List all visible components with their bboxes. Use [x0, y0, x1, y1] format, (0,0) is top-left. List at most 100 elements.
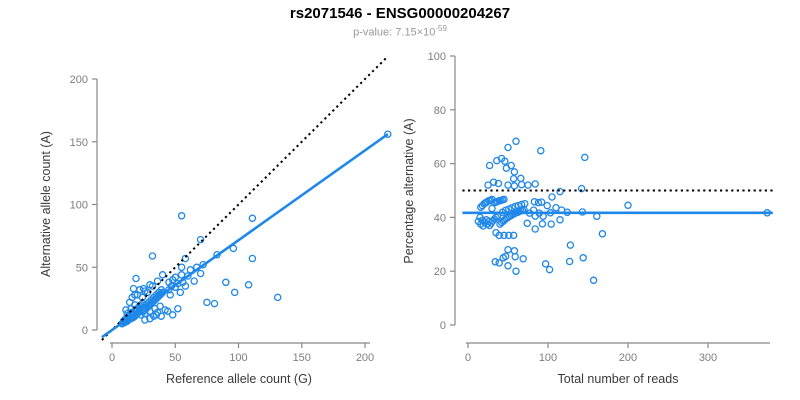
data-point: [502, 164, 511, 172]
data-point: [548, 193, 556, 201]
y-tick-label: 100: [70, 200, 88, 212]
x-tick-label: 300: [699, 352, 717, 364]
data-point: [501, 157, 509, 165]
data-point: [504, 262, 512, 270]
data-point: [174, 279, 182, 288]
data-point: [492, 213, 500, 222]
figure-title: rs2071546 - ENSG00000204267: [289, 5, 511, 22]
y-tick-label: 60: [434, 159, 446, 171]
data-point: [384, 130, 392, 138]
data-point: [166, 291, 174, 299]
data-point: [168, 311, 177, 319]
data-point: [511, 252, 519, 261]
x-tick-label: 200: [356, 352, 374, 364]
x-tick-label: 0: [465, 352, 471, 364]
data-point: [509, 174, 518, 183]
data-point: [146, 314, 154, 323]
data-point: [153, 277, 162, 285]
data-point: [534, 198, 543, 207]
data-point: [196, 235, 205, 244]
data-point: [524, 181, 532, 189]
y-tick-label: 0: [440, 320, 446, 332]
data-point: [133, 291, 142, 299]
data-point: [501, 252, 510, 261]
data-point: [491, 258, 499, 266]
data-point: [510, 247, 519, 255]
data-point: [122, 306, 130, 314]
data-point: [530, 198, 539, 206]
y-tick-label: 100: [428, 51, 446, 63]
data-point: [177, 212, 186, 220]
data-point: [565, 257, 574, 266]
data-point: [131, 291, 139, 299]
data-point: [504, 245, 512, 254]
data-point: [537, 146, 545, 155]
data-point: [161, 306, 169, 314]
data-point: [230, 288, 239, 297]
data-point: [510, 168, 519, 176]
data-point: [146, 281, 154, 289]
data-point: [531, 225, 539, 233]
y-axis-title: Alternative allele count (A): [39, 131, 53, 277]
x-tick-label: 50: [169, 352, 181, 364]
figure-subtitle: p-value: 7.15×10-59: [0, 24, 800, 39]
data-point: [519, 255, 527, 263]
data-point: [123, 309, 131, 318]
data-point: [273, 293, 282, 302]
data-point: [489, 178, 498, 186]
data-point: [505, 231, 513, 240]
data-point: [495, 231, 503, 240]
data-point: [132, 274, 140, 283]
data-point: [156, 302, 164, 310]
data-point: [176, 288, 185, 297]
data-point: [537, 198, 546, 206]
data-point: [210, 299, 219, 308]
data-point: [190, 277, 198, 285]
data-point: [196, 269, 205, 278]
data-point: [484, 181, 492, 189]
data-point: [248, 214, 257, 223]
data-point: [523, 219, 531, 228]
data-point: [598, 230, 607, 238]
x-axis-title: Reference allele count (G): [166, 372, 312, 386]
data-point: [541, 260, 550, 268]
data-point: [158, 271, 167, 279]
data-point: [531, 180, 539, 188]
data-point: [153, 308, 162, 317]
x-tick-label: 200: [619, 352, 637, 364]
x-tick-label: 100: [539, 352, 557, 364]
x-tick-label: 0: [109, 352, 115, 364]
data-point: [581, 153, 589, 162]
x-tick-label: 150: [293, 352, 311, 364]
y-tick-label: 150: [70, 137, 88, 149]
data-point: [244, 281, 253, 289]
data-point: [579, 254, 587, 262]
data-point: [495, 259, 503, 267]
data-point: [174, 304, 182, 313]
y-tick-label: 200: [70, 74, 88, 86]
data-point: [181, 282, 190, 290]
data-point: [517, 174, 525, 183]
data-point: [538, 220, 547, 228]
identity-line: [101, 55, 389, 341]
data-point: [184, 272, 192, 280]
x-axis-title: Total number of reads: [558, 372, 679, 386]
data-point: [517, 180, 526, 189]
data-point: [177, 263, 186, 272]
data-point: [504, 181, 512, 189]
p-value-text: p-value: 7.15×10: [353, 26, 436, 39]
data-point: [485, 161, 494, 170]
data-point: [500, 195, 508, 204]
y-tick-label: 0: [82, 325, 88, 337]
y-tick-label: 20: [434, 266, 446, 278]
data-point: [509, 231, 518, 240]
data-point: [556, 187, 564, 196]
data-point: [500, 231, 508, 240]
data-point: [141, 316, 149, 324]
data-point: [171, 273, 180, 282]
data-point: [148, 252, 157, 260]
data-point: [577, 184, 586, 193]
data-point: [624, 201, 632, 210]
